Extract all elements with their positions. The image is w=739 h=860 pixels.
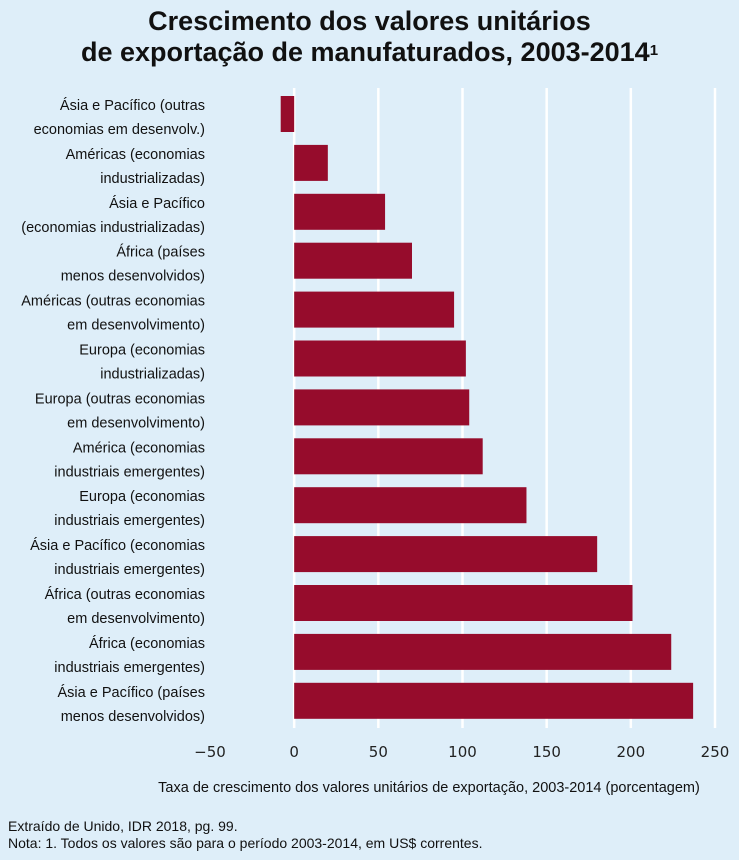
x-tick-label: 150 [532, 743, 561, 761]
source-note: Extraído de Unido, IDR 2018, pg. 99. [8, 818, 238, 834]
x-tick-label: 50 [369, 743, 388, 761]
footer: Extraído de Unido, IDR 2018, pg. 99. Not… [8, 818, 482, 852]
x-tick-label: 0 [289, 743, 299, 761]
bar [294, 291, 455, 328]
bar [294, 242, 412, 279]
bar [294, 144, 328, 181]
bar [294, 340, 466, 377]
chart-title-line-2: de exportação de manufaturados, 2003-201… [0, 37, 739, 68]
footnote: Nota: 1. Todos os valores são para o per… [8, 835, 483, 851]
category-label: África (países menos desenvolvidos) [61, 244, 205, 285]
chart-title-line-2-text: de exportação de manufaturados, 2003-201… [80, 37, 650, 67]
category-label: Ásia e Pacífico (países menos desenvolvid… [58, 684, 206, 725]
category-label: América (economias industriais emergentes… [54, 440, 205, 480]
category-label: Ásia e Pacífico (economias industriais em… [30, 537, 205, 578]
category-label: Ásia e Pacífico (economias industrializad… [21, 195, 205, 236]
category-label: Américas (outras economias em desenvolvim… [21, 294, 205, 334]
x-tick-labels: −50 0 50 100 150 200 250 [194, 743, 729, 761]
chart-title: Crescimento dos valores unitários de exp… [0, 6, 739, 68]
chart-title-footnote-marker: 1 [649, 42, 659, 59]
category-label: Europa (economias industriais emergentes) [54, 489, 205, 529]
bars [280, 96, 694, 719]
x-tick-label: 100 [448, 743, 477, 761]
bar [294, 682, 694, 719]
bar [294, 193, 386, 230]
category-label: África (economias industriais emergentes) [54, 635, 205, 676]
category-label: Europa (outras economias em desenvolvimen… [35, 391, 205, 431]
category-label: Ásia e Pacífico (outras economias em dese… [34, 97, 205, 138]
bar [280, 96, 295, 132]
bar [294, 633, 672, 670]
category-label: África (outras economias em desenvolvimen… [45, 586, 205, 627]
bar [294, 487, 527, 524]
bar [294, 585, 633, 621]
x-axis-label: Taxa de crescimento dos valores unitário… [158, 780, 700, 796]
x-tick-label: 250 [701, 743, 730, 761]
x-tick-label: 200 [617, 743, 646, 761]
category-label: Europa (economias industrializadas) [79, 343, 205, 383]
category-label: Américas (economias industrializadas) [66, 147, 205, 187]
bar [294, 536, 598, 573]
chart-title-line-1: Crescimento dos valores unitários [148, 6, 591, 36]
x-tick-label: −50 [194, 743, 226, 761]
bar [294, 389, 470, 426]
bar [294, 438, 483, 475]
bar-chart: Ásia e Pacífico (outras economias em dese… [21, 88, 729, 796]
category-labels: Ásia e Pacífico (outras economias em dese… [21, 97, 205, 725]
